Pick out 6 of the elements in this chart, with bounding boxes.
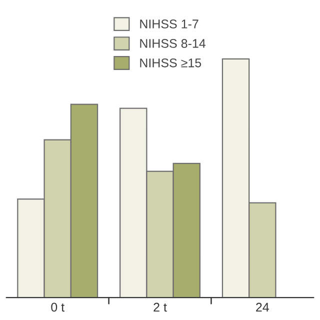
legend-label: NIHSS ≥15 — [140, 58, 202, 68]
x-tick-label: 0 t — [51, 302, 64, 312]
x-tick-label: 2 t — [154, 302, 167, 312]
x-tick-label: 24 — [256, 302, 269, 312]
legend-label: NIHSS 8-14 — [140, 39, 206, 48]
legend-label: NIHSS 1-7 — [140, 20, 198, 28]
